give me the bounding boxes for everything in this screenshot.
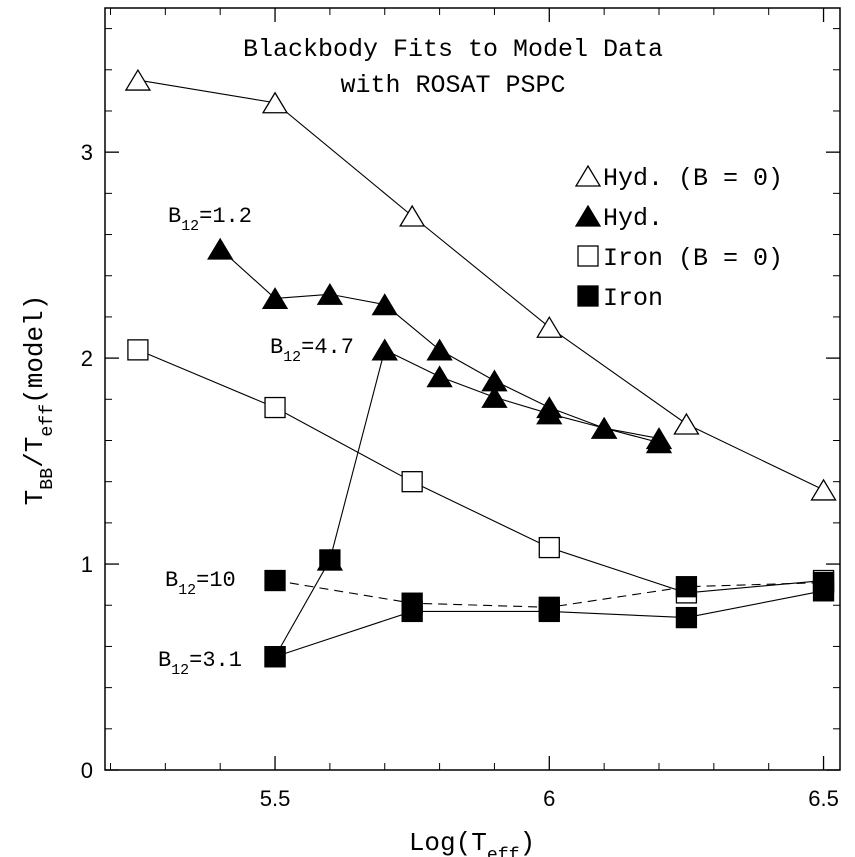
annotation: B12=3.1: [158, 648, 242, 679]
legend-label: Iron: [603, 284, 663, 313]
marker: [399, 204, 426, 227]
marker: [264, 646, 286, 668]
x-tick-label: 6: [543, 786, 555, 811]
y-axis-label-part: BB: [38, 468, 58, 490]
annotation-part: =10: [196, 568, 236, 593]
marker: [316, 283, 344, 305]
annotation-part: 12: [171, 663, 189, 679]
marker: [426, 338, 453, 361]
x-tick-label: 6.5: [808, 786, 839, 811]
legend-entry: Iron (B = 0): [603, 244, 783, 273]
series-line: [137, 79, 824, 491]
y-axis-label-part: /T: [20, 437, 50, 468]
marker: [426, 365, 453, 388]
legend-label: Hyd. (B = 0): [603, 164, 783, 193]
marker: [127, 339, 149, 361]
annotation-part: B: [168, 204, 181, 229]
annotation-part: =3.1: [189, 648, 242, 673]
x-axis-label-part: ): [520, 828, 536, 857]
marker: [536, 315, 563, 338]
y-tick-label: 0: [81, 758, 93, 783]
marker: [319, 549, 341, 571]
y-axis-label-part: (model): [20, 295, 50, 404]
marker: [401, 600, 423, 623]
x-axis-label-part: eff: [487, 846, 520, 857]
legend-label: Iron (B = 0): [603, 244, 783, 273]
legend-label: Hyd.: [603, 204, 663, 233]
annotation-part: 12: [178, 583, 196, 599]
chart-title: with ROSAT PSPC: [340, 71, 565, 100]
marker: [645, 431, 673, 454]
annotation-part: =1.2: [199, 204, 252, 229]
marker: [538, 536, 560, 559]
annotation: B12=1.2: [168, 204, 252, 235]
annotation-part: B: [270, 335, 283, 360]
legend-entry: Hyd.: [603, 204, 663, 233]
marker: [371, 338, 398, 361]
legend-entry: Hyd. (B = 0): [603, 164, 783, 193]
annotation-part: 12: [283, 350, 301, 366]
x-axis-label: Log(Teff): [409, 828, 535, 857]
marker: [264, 569, 286, 592]
chart-title: Blackbody Fits to Model Data: [243, 35, 663, 64]
marker: [536, 402, 563, 425]
series-line: [384, 349, 660, 444]
legend-marker: [574, 164, 602, 187]
legend-marker: [577, 245, 599, 267]
marker: [264, 396, 286, 419]
marker: [675, 606, 698, 629]
marker: [124, 68, 152, 91]
marker: [261, 91, 289, 114]
y-tick-label: 1: [81, 552, 93, 577]
series-line: [274, 559, 331, 658]
marker: [261, 287, 289, 310]
marker: [371, 293, 398, 316]
series-line: [137, 349, 824, 594]
marker: [673, 412, 700, 435]
annotation-part: 12: [181, 219, 199, 235]
series-line: [329, 349, 386, 561]
marker: [538, 600, 560, 623]
y-axis-label-part: T: [20, 490, 50, 506]
legend-marker: [577, 285, 599, 307]
annotation-part: B: [165, 568, 178, 593]
annotation: B12=4.7: [270, 335, 354, 366]
annotation-part: B: [158, 648, 171, 673]
marker: [675, 576, 698, 598]
x-axis-label-part: Log(T: [409, 828, 487, 857]
annotation-part: =4.7: [301, 335, 354, 360]
marker: [401, 471, 423, 493]
marker: [590, 416, 618, 439]
y-axis-label: TBB/Teff(model): [20, 295, 58, 506]
annotation: B12=10: [165, 568, 236, 599]
legend-entry: Iron: [603, 284, 663, 313]
legend-marker: [574, 204, 602, 227]
marker: [812, 580, 835, 602]
marker: [207, 237, 234, 260]
y-tick-label: 3: [81, 140, 93, 165]
marker: [810, 478, 837, 501]
y-axis-label-part: eff: [38, 404, 58, 437]
plot-frame: [104, 7, 841, 771]
marker: [481, 385, 508, 408]
x-tick-label: 5.5: [260, 786, 291, 811]
y-tick-label: 2: [81, 346, 93, 371]
